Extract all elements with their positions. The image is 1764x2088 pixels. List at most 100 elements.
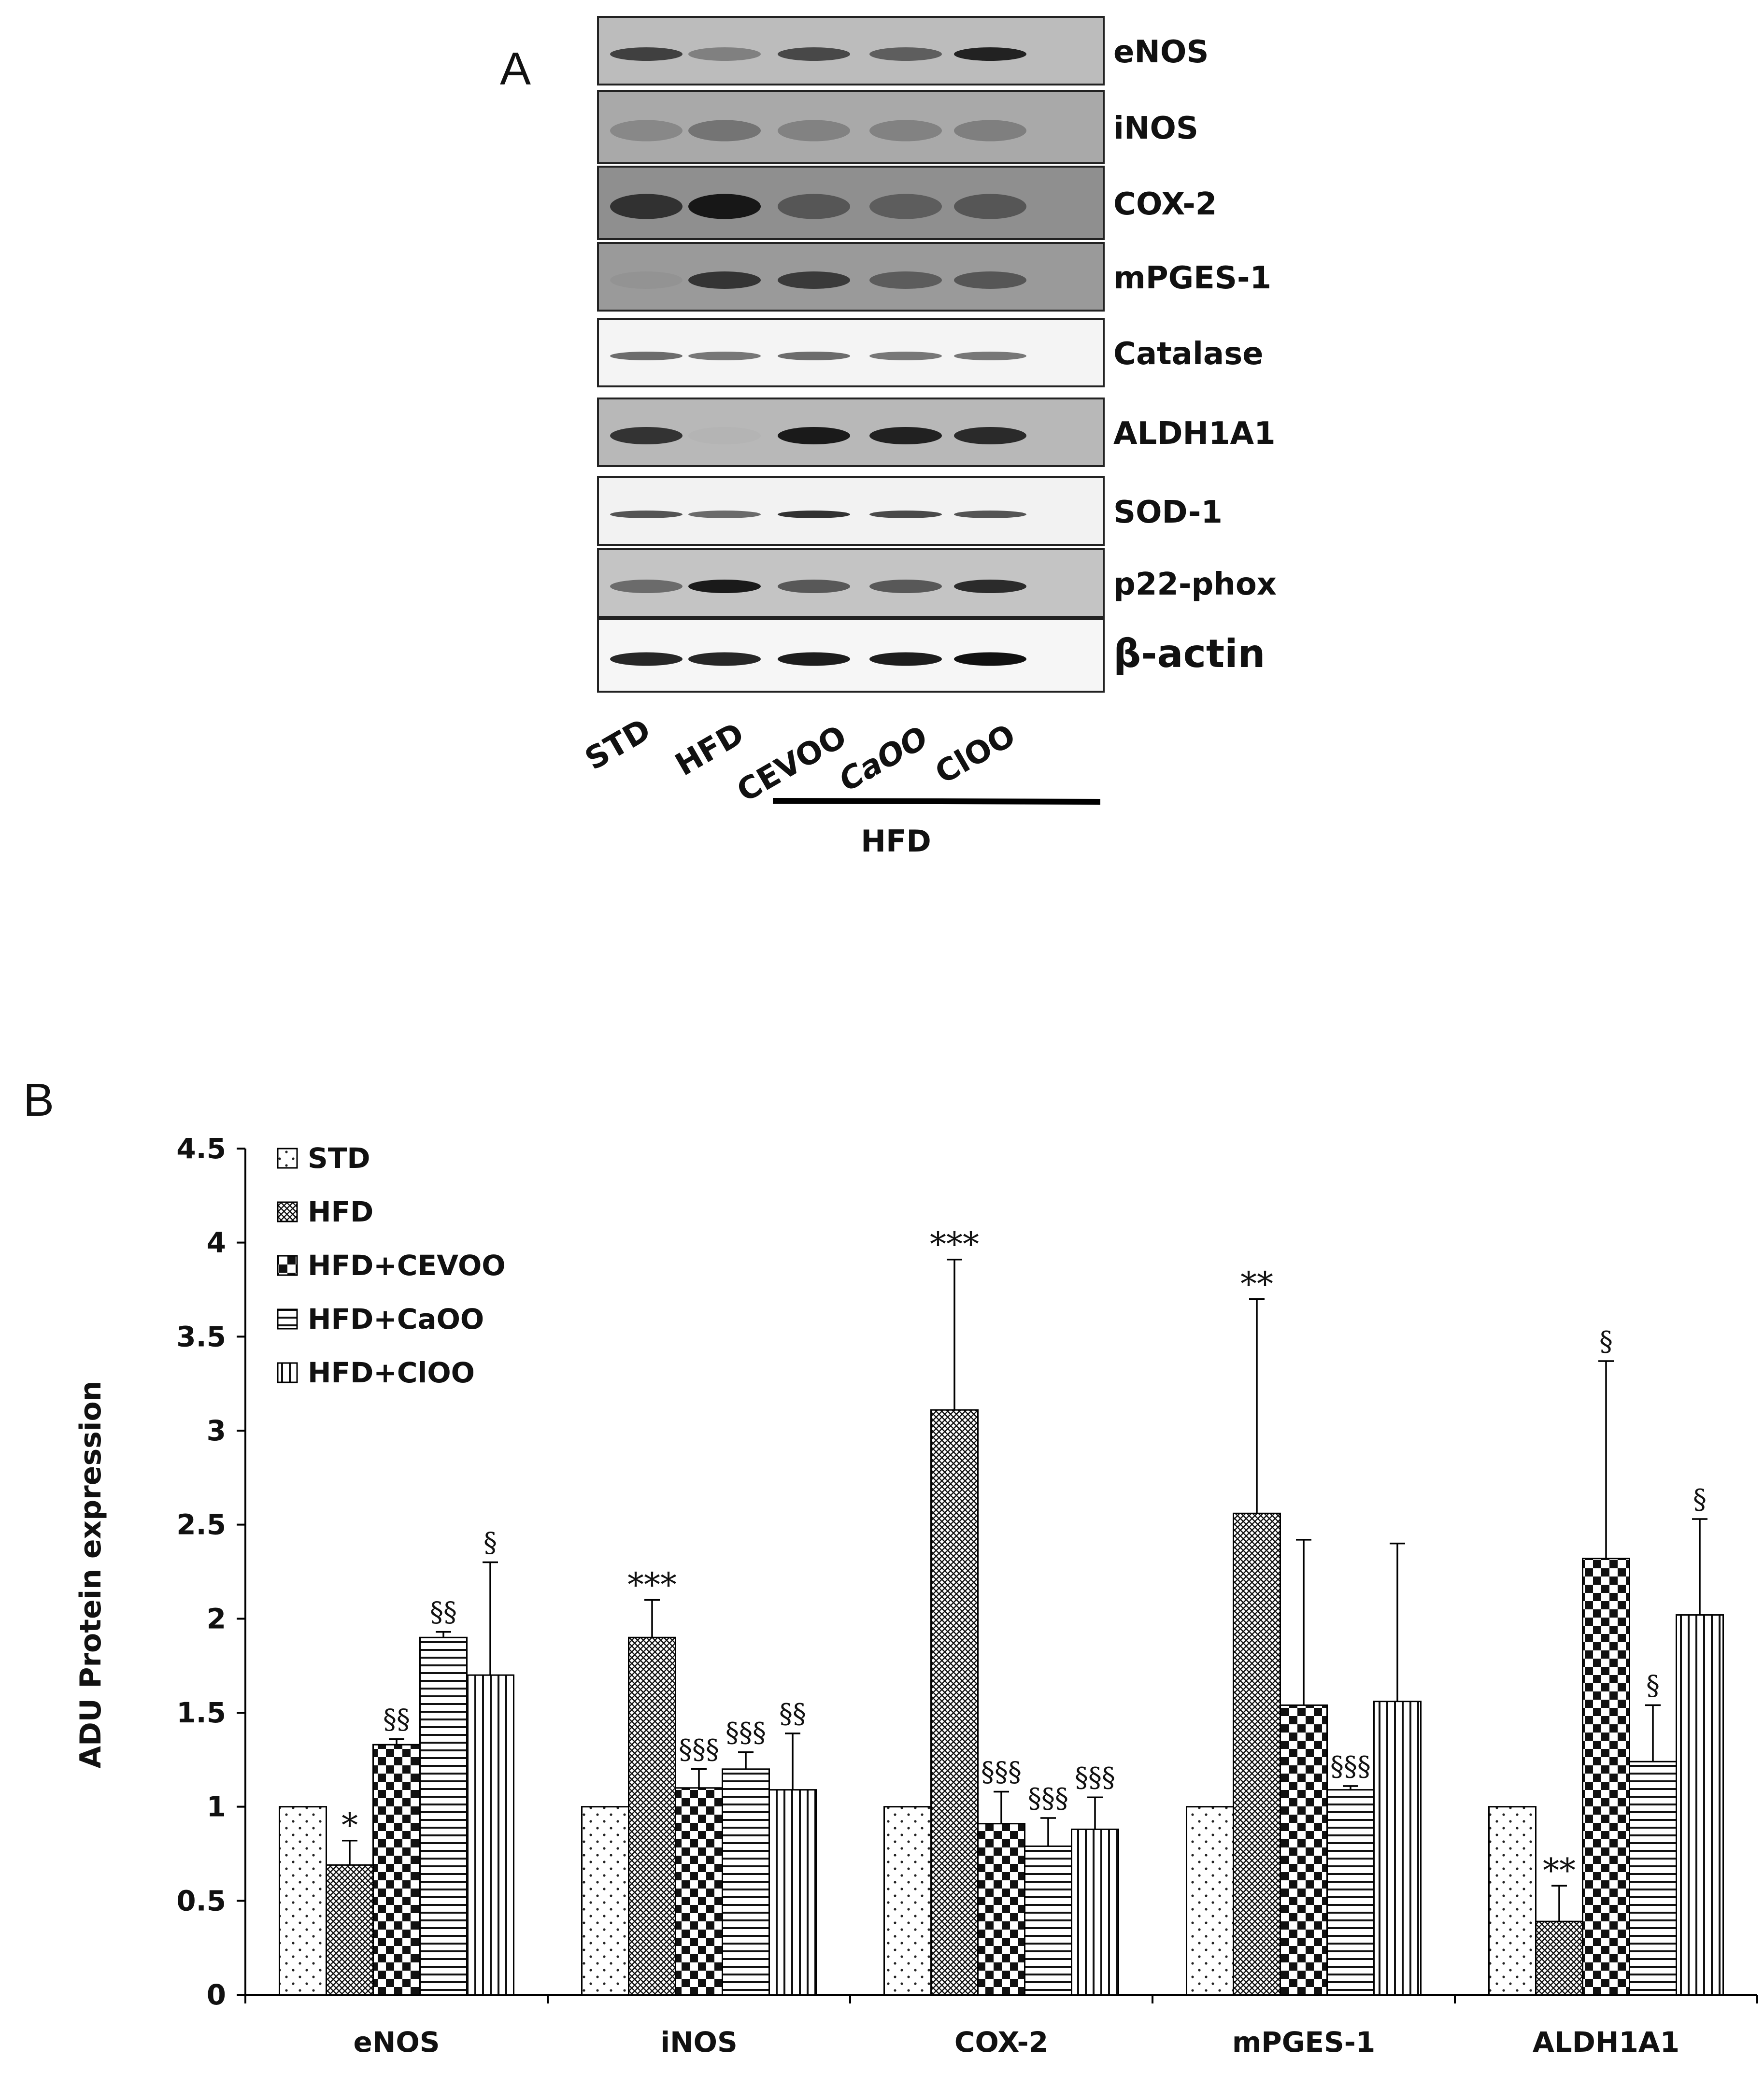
bar (372, 1744, 421, 1996)
bar (722, 1768, 770, 1996)
legend-label: HFD+ClOO (308, 1356, 475, 1389)
bar (466, 1674, 514, 1996)
significance-label: § (484, 1527, 497, 1559)
blot-frame (597, 318, 1105, 387)
legend-swatch (277, 1362, 298, 1383)
bar (1326, 1789, 1375, 1996)
protein-label: mPGES-1 (1113, 260, 1271, 296)
bar (1071, 1828, 1119, 1996)
blot-band (778, 580, 850, 593)
bar (419, 1636, 468, 1996)
significance-label: §§§ (726, 1717, 766, 1748)
protein-label: iNOS (1113, 111, 1198, 146)
blot-band (869, 271, 942, 289)
blot-band (778, 511, 850, 518)
blot-band (954, 194, 1026, 219)
blot-frame (597, 476, 1105, 546)
y-tick-label: 2 (207, 1602, 226, 1635)
bar (977, 1823, 1025, 1996)
significance-label: §§§ (1028, 1783, 1068, 1814)
bar (1373, 1701, 1422, 1996)
x-axis: eNOS iNOS COX-2 mPGES-1 ALDH1A1 (244, 1994, 1758, 2059)
blot-band (610, 511, 683, 518)
protein-label: ALDH1A1 (1113, 416, 1276, 452)
significance-label: ** (1240, 1265, 1273, 1303)
significance-label: * (341, 1807, 358, 1845)
x-tick-label: COX-2 (954, 2026, 1048, 2059)
y-tick-label: 4 (207, 1226, 226, 1259)
significance-label: §§§ (1075, 1762, 1115, 1793)
blot-band (869, 652, 942, 666)
panel-a-letter: A (500, 43, 531, 95)
y-tick-label: 4.5 (176, 1132, 226, 1165)
y-tick-label: 1.5 (176, 1696, 226, 1729)
blot-band (778, 271, 850, 289)
bar (1535, 1920, 1583, 1996)
y-tick-label: 0 (207, 1978, 226, 2011)
blot-strip: SOD-1 (597, 476, 1223, 546)
blot-band (954, 271, 1026, 289)
blot-band (688, 120, 761, 142)
blot-band (610, 652, 683, 666)
significance-label: §§ (779, 1698, 806, 1730)
lane-label: CaOO (833, 720, 934, 799)
blot-band (778, 194, 850, 219)
protein-label: Catalase (1113, 336, 1264, 372)
legend-swatch (277, 1255, 298, 1276)
significance-label: § (1646, 1670, 1660, 1701)
blot-band (688, 427, 761, 444)
y-tick-label: 2.5 (176, 1508, 226, 1541)
blot-band (688, 194, 761, 219)
significance-label: §§§ (981, 1757, 1022, 1788)
bar (1582, 1558, 1630, 1996)
y-tick-label: 1 (207, 1790, 226, 1823)
legend-item: HFD+ClOO (277, 1356, 475, 1389)
blot-band (954, 427, 1026, 444)
blot-band (869, 194, 942, 219)
legend-swatch (277, 1201, 298, 1222)
bar (1024, 1845, 1072, 1996)
legend-label: HFD+CaOO (308, 1303, 484, 1335)
significance-label: ** (1543, 1852, 1576, 1890)
bar (628, 1636, 676, 1996)
blot-band (778, 652, 850, 666)
blot-strip: β-actin (597, 618, 1266, 693)
legend: STD HFD HFD+CEVOO HFD+CaOO HFD+ClOO (277, 1142, 506, 1389)
legend-item: STD (277, 1142, 370, 1175)
blot-strip: ALDH1A1 (597, 398, 1276, 467)
x-tick-label: eNOS (354, 2026, 440, 2059)
blot-strip: p22-phox (597, 548, 1277, 618)
x-tick-label: ALDH1A1 (1533, 2026, 1679, 2059)
blot-band (610, 120, 683, 142)
protein-label: β-actin (1113, 631, 1266, 676)
blot-band (954, 580, 1026, 593)
x-tick-label: iNOS (660, 2026, 738, 2059)
lane-label: CEVOO (731, 719, 853, 810)
protein-label: SOD-1 (1113, 495, 1223, 530)
legend-label: STD (308, 1142, 370, 1175)
blot-band (610, 47, 683, 61)
blot-band (610, 194, 683, 219)
lane-label: HFD (669, 716, 750, 783)
blot-strip: mPGES-1 (597, 242, 1271, 312)
y-tick-label: 3.5 (176, 1320, 226, 1353)
blot-band (688, 47, 761, 61)
significance-label: *** (930, 1226, 979, 1264)
blot-frame (597, 90, 1105, 164)
blot-band (610, 580, 683, 593)
hfd-group-label: HFD (861, 824, 931, 859)
significance-label: § (1693, 1484, 1707, 1515)
blot-frame (597, 166, 1105, 240)
panel-b-letter: B (23, 1074, 54, 1126)
protein-label: p22-phox (1113, 567, 1277, 602)
blot-band (610, 352, 683, 360)
blot-band (688, 271, 761, 289)
bar (326, 1864, 374, 1996)
blot-strip: eNOS (597, 16, 1209, 85)
blot-band (954, 652, 1026, 666)
y-tick-label: 3 (207, 1414, 226, 1447)
legend-swatch (277, 1308, 298, 1330)
bar (581, 1806, 629, 1996)
blot-band (869, 47, 942, 61)
